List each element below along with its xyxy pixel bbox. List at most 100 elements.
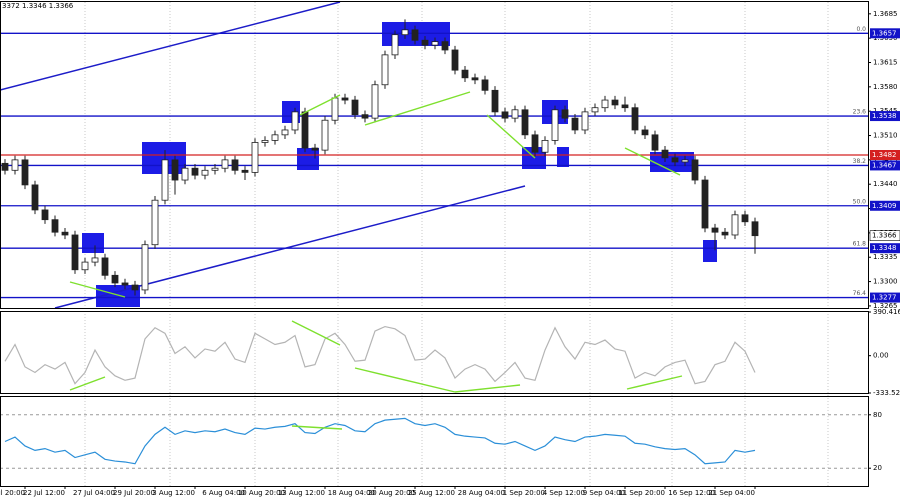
candle-body: [751, 221, 759, 237]
x-tick-label: 10 Aug 20:00: [238, 489, 285, 497]
candle-body: [141, 244, 149, 291]
candle-body: [121, 282, 129, 286]
candle-body: [531, 134, 539, 153]
x-tick-label: 3 Aug 12:00: [152, 489, 195, 497]
y-tick-label: 1.3335: [873, 253, 898, 261]
candle-body: [11, 159, 19, 171]
candle-body: [151, 199, 159, 246]
x-tick-label: 29 Jul 20:00: [113, 489, 155, 497]
candle-body: [371, 84, 379, 119]
panel-borders: [0, 1, 869, 487]
indicator-line: [4, 417, 756, 465]
candle-body: [201, 169, 209, 176]
level-price-box: [870, 292, 900, 303]
candle-body: [561, 109, 569, 119]
y-tick-label: 1.3510: [873, 132, 898, 140]
x-tick-label: 13 Aug 12:00: [278, 489, 325, 497]
level-price-box: [870, 111, 900, 122]
candle-body: [191, 167, 199, 176]
fib-label: 50.0: [853, 198, 867, 205]
level-price-box: [870, 150, 900, 160]
level-price-box: [870, 28, 900, 39]
candle-body: [451, 49, 459, 71]
candle-body: [41, 209, 49, 221]
candle-body: [211, 167, 219, 171]
level-price-box: [870, 243, 900, 254]
candle-body: [61, 231, 69, 236]
levels: 0.0 23.6 38.2 50.0 61.8 76.4: [0, 26, 868, 299]
x-tick-label: 27 Jul 04:00: [73, 489, 115, 497]
x-tick-label: 28 Aug 04:00: [458, 489, 505, 497]
candle-body: [321, 119, 329, 151]
y-tick-label: 1.3265: [873, 302, 898, 310]
candle-body: [571, 117, 579, 131]
candle-body: [221, 159, 229, 169]
candle-body: [341, 97, 349, 101]
candle-body: [21, 159, 29, 186]
y-tick-label: 1.3615: [873, 59, 898, 67]
level-price-label: 1.3409: [872, 202, 897, 210]
candle-body: [541, 139, 549, 153]
y-tick-label: 1.3440: [873, 180, 898, 188]
x-tick-label: 4 Sep 12:00: [543, 489, 585, 497]
candle-body: [481, 79, 489, 91]
plot: 1.36851.36501.36151.35801.35451.35101.34…: [0, 10, 900, 497]
y-tick-label: 20: [873, 464, 882, 472]
level-price-box: [870, 160, 900, 171]
level-price-label: 1.3467: [872, 161, 897, 169]
level-price-label: 1.3277: [872, 294, 897, 302]
candle-body: [161, 159, 169, 201]
candle-body: [101, 257, 109, 276]
candle-body: [391, 34, 399, 56]
candle-body: [281, 129, 289, 136]
candle-body: [91, 257, 99, 263]
x-tick-label: 20 Aug 20:00: [368, 489, 415, 497]
candle-body: [1, 162, 9, 171]
candle-body: [31, 184, 39, 211]
indicator-line: [4, 325, 756, 385]
x-tick-label: 18 Aug 04:00: [328, 489, 375, 497]
candle-body: [271, 134, 279, 141]
candle-body: [131, 284, 139, 291]
candle-body: [621, 104, 629, 109]
candle-body: [241, 169, 249, 173]
candle-body: [231, 159, 239, 171]
candle-body: [381, 54, 389, 86]
candle-body: [511, 109, 519, 119]
candle-body: [711, 227, 719, 233]
fib-label: 76.4: [853, 290, 867, 297]
candle-body: [301, 111, 309, 149]
candle-body: [51, 219, 59, 233]
candle-body: [251, 142, 259, 173]
candle-body: [291, 111, 299, 131]
x-tick-label: 22 Jul 12:00: [23, 489, 65, 497]
level-price-label: 1.3657: [872, 29, 897, 37]
candle-body: [691, 159, 699, 181]
x-tick-label: 21 Sep 04:00: [708, 489, 755, 497]
last-price-label: 1.3366: [872, 232, 897, 240]
candle-body: [361, 114, 369, 119]
candle-body: [171, 159, 179, 181]
candle-body: [731, 214, 739, 236]
chart-title: 3372 1.3346 1.3366: [2, 2, 74, 10]
candle-body: [661, 149, 669, 159]
candle-body: [421, 39, 429, 46]
candle-body: [411, 29, 419, 41]
candle-body: [431, 41, 439, 46]
candle-body: [651, 134, 659, 151]
candle-body: [461, 69, 469, 79]
x-tick-label: 6 Aug 04:00: [202, 489, 245, 497]
candle-body: [331, 97, 339, 121]
x-tick-label: 11 Sep 20:00: [618, 489, 665, 497]
candle-body: [261, 139, 269, 143]
y-tick-label: 80: [873, 411, 882, 419]
candle-body: [641, 129, 649, 136]
fib-label: 61.8: [853, 241, 867, 248]
level-price-box: [870, 200, 900, 211]
last-price-box: [869, 230, 900, 241]
candle-body: [681, 159, 689, 163]
candle-body: [521, 109, 529, 136]
candle-body: [111, 274, 119, 284]
